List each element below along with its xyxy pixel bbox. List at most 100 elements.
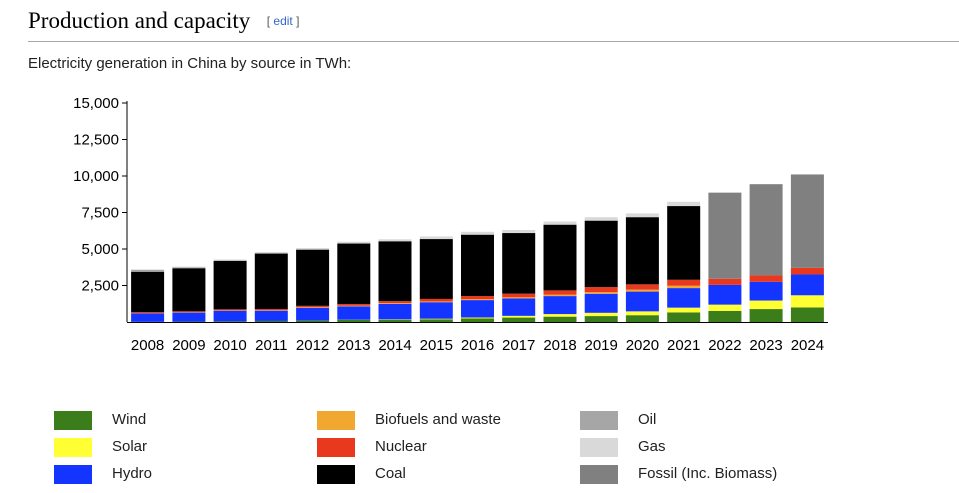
legend-item-biofuels-and-waste: Biofuels and waste	[317, 410, 501, 430]
bar-segment-hydro-2024	[790, 274, 824, 296]
bar-segment-coal-2016	[461, 234, 494, 297]
bar-segment-fossil-inc-biomass-2022	[708, 192, 742, 279]
y-tick-label-5000: 5,000	[81, 241, 119, 258]
bar-segment-nuclear-2010	[213, 309, 247, 311]
y-tick-label-15000: 15,000	[73, 95, 119, 112]
x-tick-label-2008: 2008	[131, 337, 164, 354]
bar-segment-wind-2022	[708, 310, 742, 322]
edit-link[interactable]: edit	[273, 14, 293, 28]
bar-segment-gas-2016	[461, 231, 494, 235]
bar-segment-wind-2013	[337, 319, 371, 322]
bar-segment-nuclear-2011	[254, 309, 288, 311]
legend-swatch	[54, 464, 92, 484]
x-tick-label-2021: 2021	[667, 337, 700, 354]
bar-segment-biofuels-and-waste-2020	[625, 289, 659, 292]
bar-segment-nuclear-2014	[378, 301, 412, 304]
bar-segment-gas-2019	[584, 217, 618, 221]
bar-segment-hydro-2022	[708, 284, 742, 305]
bar-segment-wind-2017	[502, 317, 536, 322]
x-tick-label-2022: 2022	[708, 337, 741, 354]
bar-segment-gas-2010	[213, 259, 247, 261]
bar-segment-hydro-2009	[172, 312, 206, 322]
bar-segment-nuclear-2019	[584, 287, 618, 293]
bar-segment-hydro-2010	[213, 310, 247, 322]
bar-segment-solar-2019	[584, 312, 618, 317]
bar-segment-gas-2017	[502, 229, 536, 233]
bar-segment-hydro-2023	[749, 281, 783, 301]
bar-segment-wind-2024	[790, 307, 824, 322]
bar-segment-coal-2018	[543, 224, 577, 291]
legend-item-wind: Wind	[54, 410, 146, 430]
bar-segment-nuclear-2013	[337, 304, 371, 306]
legend-item-coal: Coal	[317, 464, 406, 484]
bar-segment-wind-2011	[254, 320, 288, 322]
bar-segment-coal-2017	[502, 233, 536, 294]
x-tick-label-2016: 2016	[461, 337, 494, 354]
x-tick-label-2010: 2010	[213, 337, 246, 354]
bar-segment-nuclear-2016	[461, 296, 494, 300]
legend-item-oil: Oil	[580, 410, 656, 430]
bar-segment-solar-2015	[419, 318, 453, 320]
bar-segment-biofuels-and-waste-2017	[502, 297, 536, 299]
legend-item-hydro: Hydro	[54, 464, 152, 484]
bar-segment-gas-2015	[419, 236, 453, 239]
bar-segment-gas-2020	[625, 213, 659, 218]
edit-bracket-open: [	[266, 14, 274, 28]
bar-segment-coal-2014	[378, 241, 412, 302]
bar-segment-coal-2020	[625, 217, 659, 285]
bar-segment-coal-2009	[172, 268, 206, 312]
bar-segment-wind-2018	[543, 316, 577, 322]
legend-item-nuclear: Nuclear	[317, 437, 427, 457]
bar-segment-solar-2020	[625, 311, 659, 316]
bar-segment-gas-2009	[172, 266, 206, 268]
legend-label: Gas	[638, 438, 666, 455]
bar-segment-coal-2015	[419, 239, 453, 299]
legend-label: Biofuels and waste	[375, 411, 501, 428]
bar-segment-hydro-2017	[502, 298, 536, 316]
legend-label: Fossil (Inc. Biomass)	[638, 465, 778, 482]
bar-segment-gas-2011	[254, 252, 288, 254]
bar-segment-fossil-inc-biomass-2023	[749, 184, 783, 276]
y-tick-label-7500: 7,500	[81, 205, 119, 222]
edit-section: [ edit ]	[267, 14, 300, 28]
bar-segment-nuclear-2017	[502, 293, 536, 298]
legend-item-gas: Gas	[580, 437, 666, 457]
legend-label: Oil	[638, 411, 657, 428]
bar-segment-wind-2023	[749, 309, 783, 322]
axes-group: 2008 2009 2010 2011 2012 2013 2014 2015 2016 2017…	[73, 95, 828, 354]
bar-segment-coal-2008	[131, 271, 165, 313]
bar-segment-biofuels-and-waste-2014	[378, 303, 412, 304]
bar-segment-gas-2008	[131, 269, 165, 271]
legend-swatch	[317, 464, 355, 484]
bar-segment-biofuels-and-waste-2012	[296, 307, 330, 308]
legend-item-solar: Solar	[54, 437, 147, 457]
bar-segment-oil-2009	[172, 267, 206, 269]
y-tick-label-12500: 12,500	[73, 132, 119, 149]
bar-segment-coal-2010	[213, 260, 247, 310]
x-tick-label-2014: 2014	[378, 337, 411, 354]
bar-segment-wind-2021	[667, 312, 701, 322]
bar-segment-nuclear-2008	[131, 312, 165, 314]
bar-segment-gas-2012	[296, 247, 330, 250]
bar-segment-fossil-inc-biomass-2024	[790, 174, 824, 268]
x-tick-label-2012: 2012	[296, 337, 329, 354]
x-tick-label-2015: 2015	[420, 337, 453, 354]
bar-segment-wind-2012	[296, 320, 330, 322]
x-tick-label-2023: 2023	[749, 337, 782, 354]
bar-segment-wind-2015	[419, 319, 453, 322]
bar-segment-biofuels-and-waste-2015	[419, 301, 453, 303]
bar-segment-solar-2024	[790, 295, 824, 308]
bar-segment-wind-2020	[625, 315, 659, 322]
legend-swatch	[54, 410, 92, 430]
edit-bracket-close: ]	[292, 14, 300, 28]
bar-segment-hydro-2021	[667, 288, 701, 308]
bar-segment-gas-2018	[543, 221, 577, 225]
bar-segment-biofuels-and-waste-2019	[584, 292, 618, 294]
bar-segment-hydro-2020	[625, 291, 659, 312]
bar-segment-nuclear-2009	[172, 311, 206, 313]
bar-segment-hydro-2016	[461, 300, 494, 318]
bar-segment-oil-2008	[131, 270, 165, 272]
bar-segment-solar-2018	[543, 314, 577, 317]
x-tick-label-2019: 2019	[585, 337, 618, 354]
bar-segment-solar-2021	[667, 307, 701, 313]
